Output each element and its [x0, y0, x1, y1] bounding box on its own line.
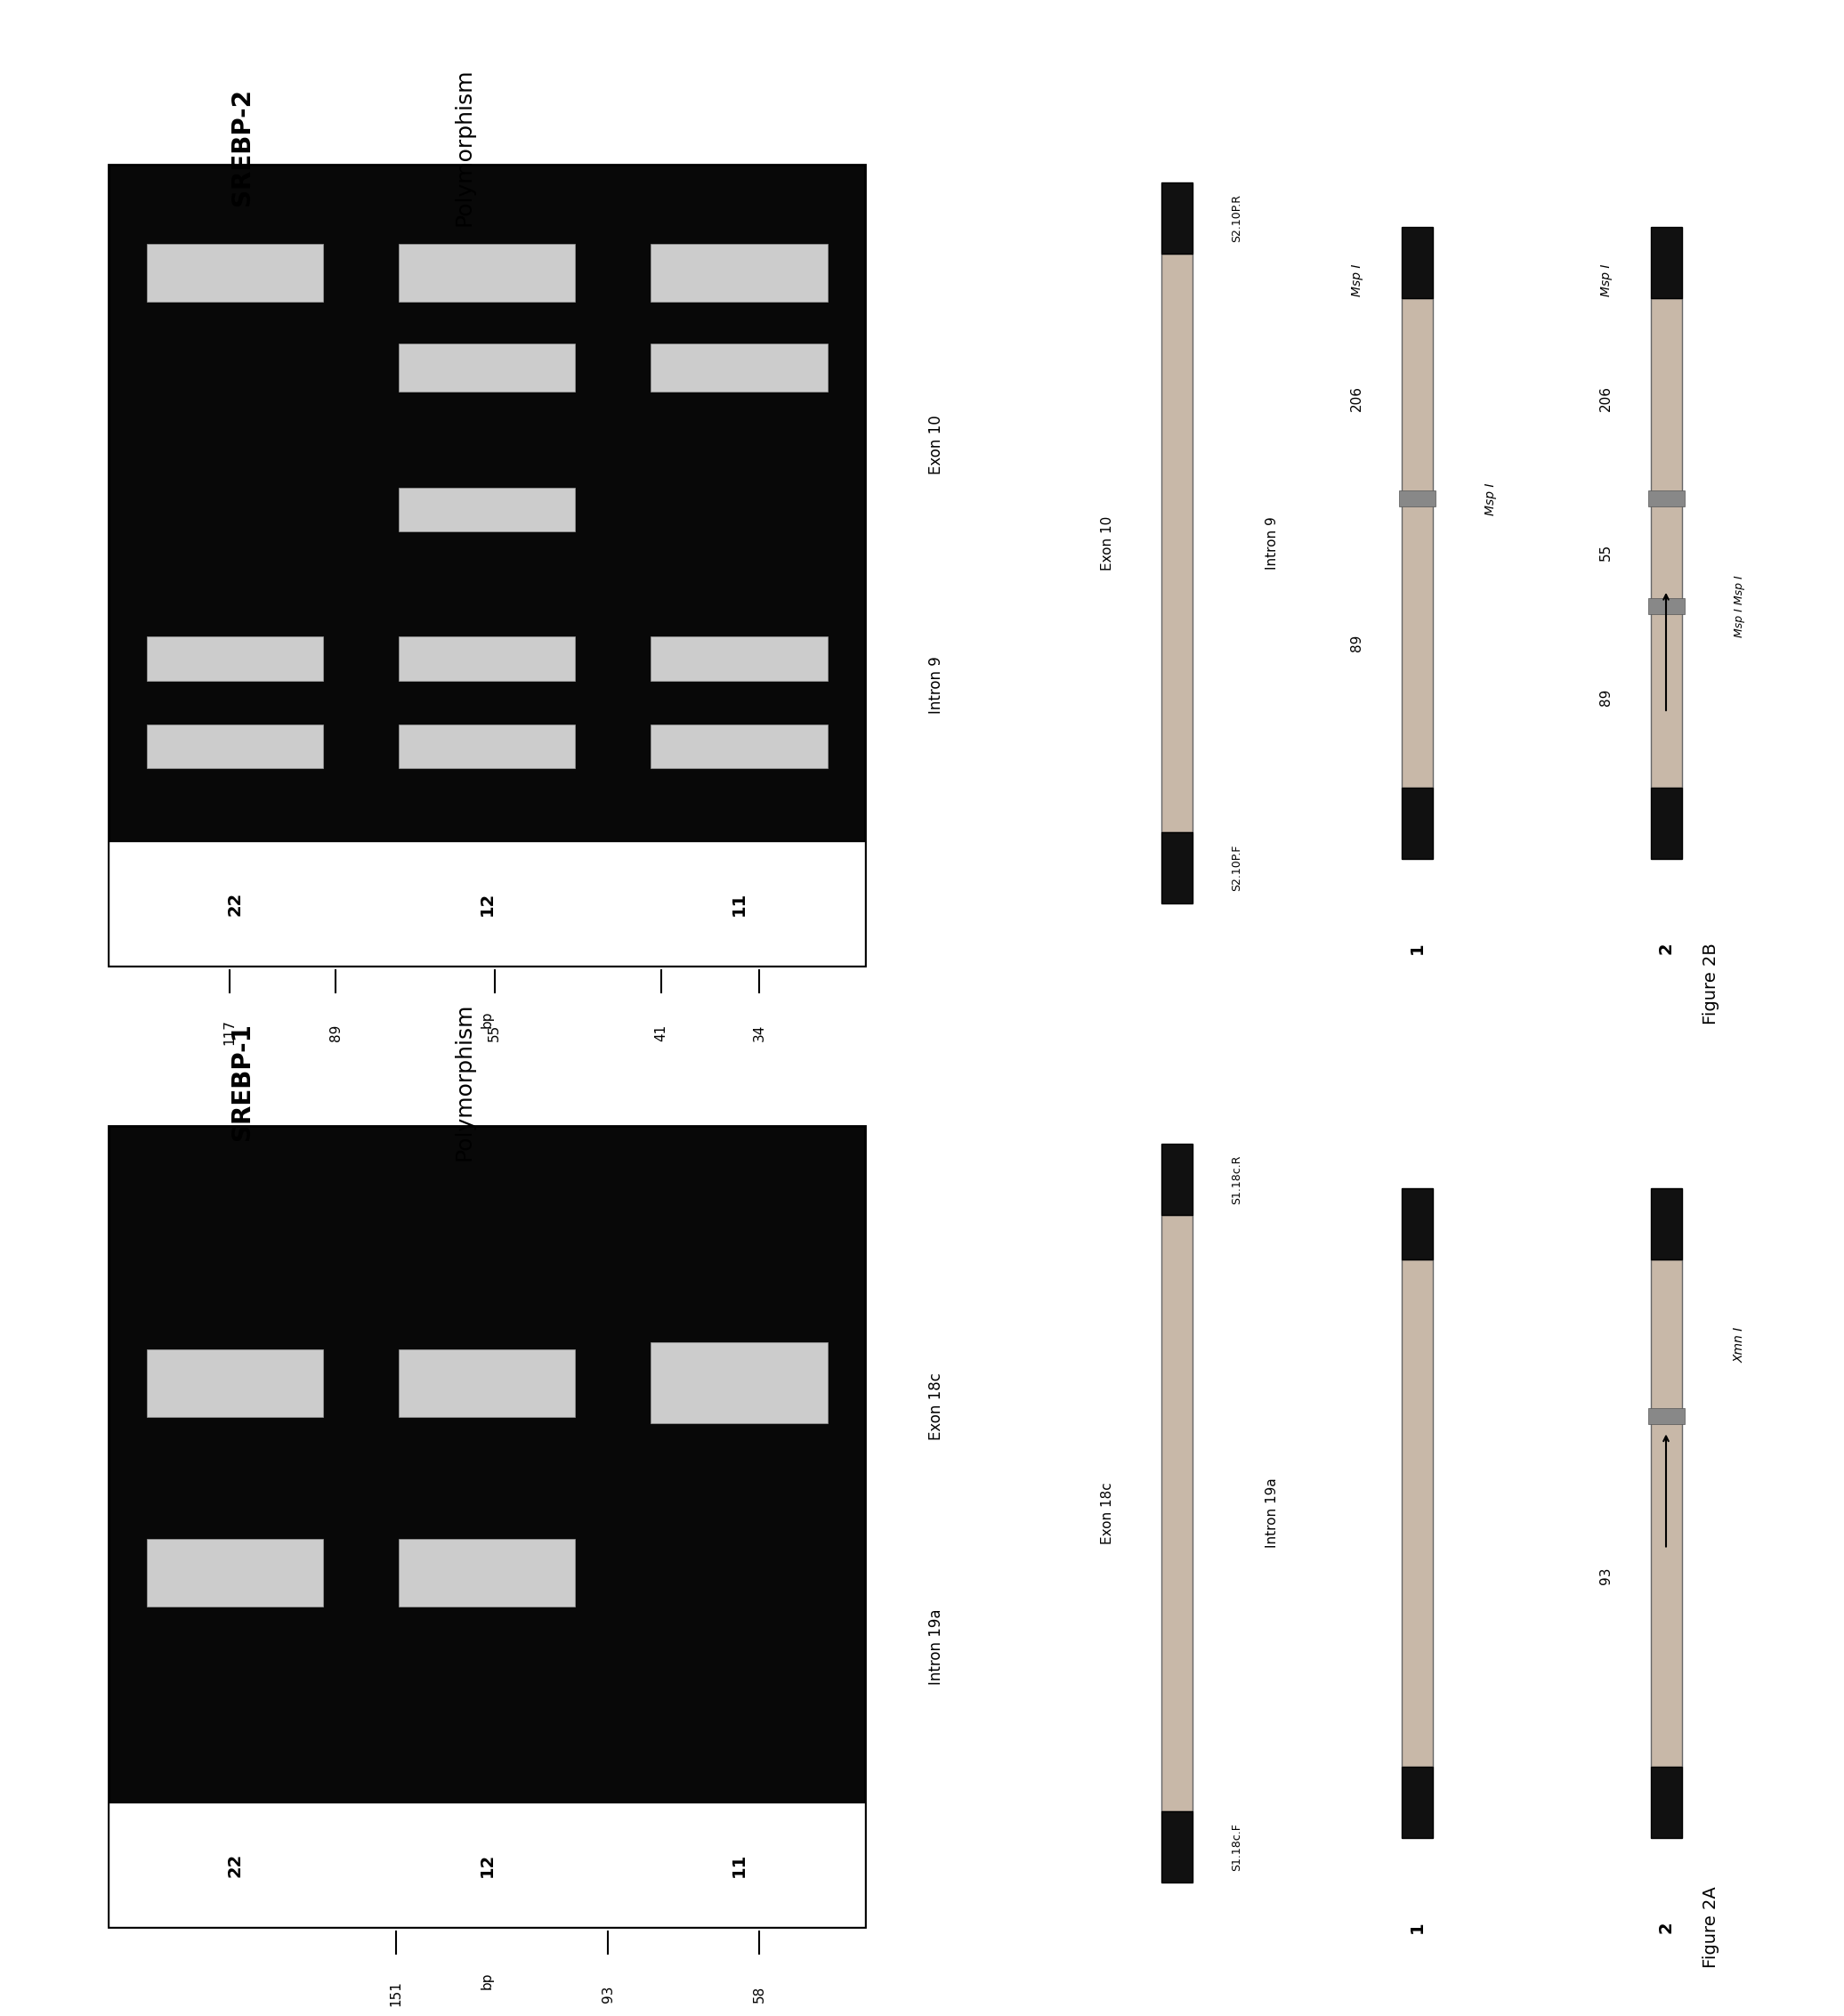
Text: 206: 206	[1350, 385, 1363, 411]
Text: 58: 58	[752, 1986, 765, 2002]
Text: Exon 10: Exon 10	[1101, 516, 1114, 571]
Text: bp: bp	[479, 1010, 494, 1028]
Text: Exon 18c: Exon 18c	[928, 1373, 944, 1439]
Text: 93: 93	[601, 1986, 614, 2002]
Text: 117: 117	[223, 1020, 236, 1046]
Text: 11: 11	[730, 891, 747, 915]
Text: 22: 22	[227, 1853, 243, 1877]
Text: SREBP-1: SREBP-1	[230, 1022, 254, 1141]
Text: SREBP-2: SREBP-2	[230, 89, 254, 206]
Text: 41: 41	[655, 1024, 668, 1040]
Text: Msp I Msp I: Msp I Msp I	[1733, 575, 1744, 637]
Text: Msp I: Msp I	[1601, 264, 1612, 296]
Text: 93: 93	[1599, 1566, 1614, 1585]
Text: bp: bp	[479, 1972, 494, 1990]
Text: 151: 151	[389, 1982, 402, 2006]
Text: 1: 1	[1409, 941, 1425, 954]
Text: Intron 9: Intron 9	[1265, 516, 1280, 571]
Text: Xmn I: Xmn I	[1733, 1327, 1746, 1363]
Text: Intron 19a: Intron 19a	[1265, 1478, 1280, 1548]
Text: 12: 12	[478, 1853, 496, 1877]
Text: Figure 2B: Figure 2B	[1702, 943, 1719, 1024]
Text: 34: 34	[752, 1024, 765, 1040]
Text: Exon 10: Exon 10	[928, 415, 944, 474]
Text: 55: 55	[1599, 544, 1614, 560]
Text: S2.10P.F: S2.10P.F	[1230, 845, 1243, 891]
Text: 206: 206	[1599, 385, 1614, 411]
Text: Intron 19a: Intron 19a	[928, 1609, 944, 1685]
Text: Polymorphism: Polymorphism	[454, 1002, 476, 1161]
Text: 89: 89	[1350, 635, 1363, 651]
Text: Msp I: Msp I	[1484, 482, 1497, 514]
Text: 89: 89	[1599, 687, 1614, 706]
Text: Figure 2A: Figure 2A	[1702, 1887, 1719, 1968]
Text: Exon 18c: Exon 18c	[1101, 1482, 1114, 1544]
Text: S1.18c.R: S1.18c.R	[1230, 1155, 1243, 1204]
Text: S1.18c.F: S1.18c.F	[1230, 1822, 1243, 1871]
Text: 11: 11	[730, 1853, 747, 1877]
Text: Intron 9: Intron 9	[928, 657, 944, 714]
Text: 89: 89	[328, 1024, 343, 1040]
Text: 1: 1	[1409, 1921, 1425, 1933]
Text: 22: 22	[227, 891, 243, 915]
Text: 2: 2	[1658, 941, 1674, 954]
Text: 2: 2	[1658, 1921, 1674, 1933]
Text: 12: 12	[478, 891, 496, 915]
Text: 55: 55	[487, 1024, 502, 1040]
Text: Polymorphism: Polymorphism	[454, 69, 476, 226]
Text: S2.10P.R: S2.10P.R	[1230, 194, 1243, 242]
Text: Msp I: Msp I	[1350, 264, 1363, 296]
